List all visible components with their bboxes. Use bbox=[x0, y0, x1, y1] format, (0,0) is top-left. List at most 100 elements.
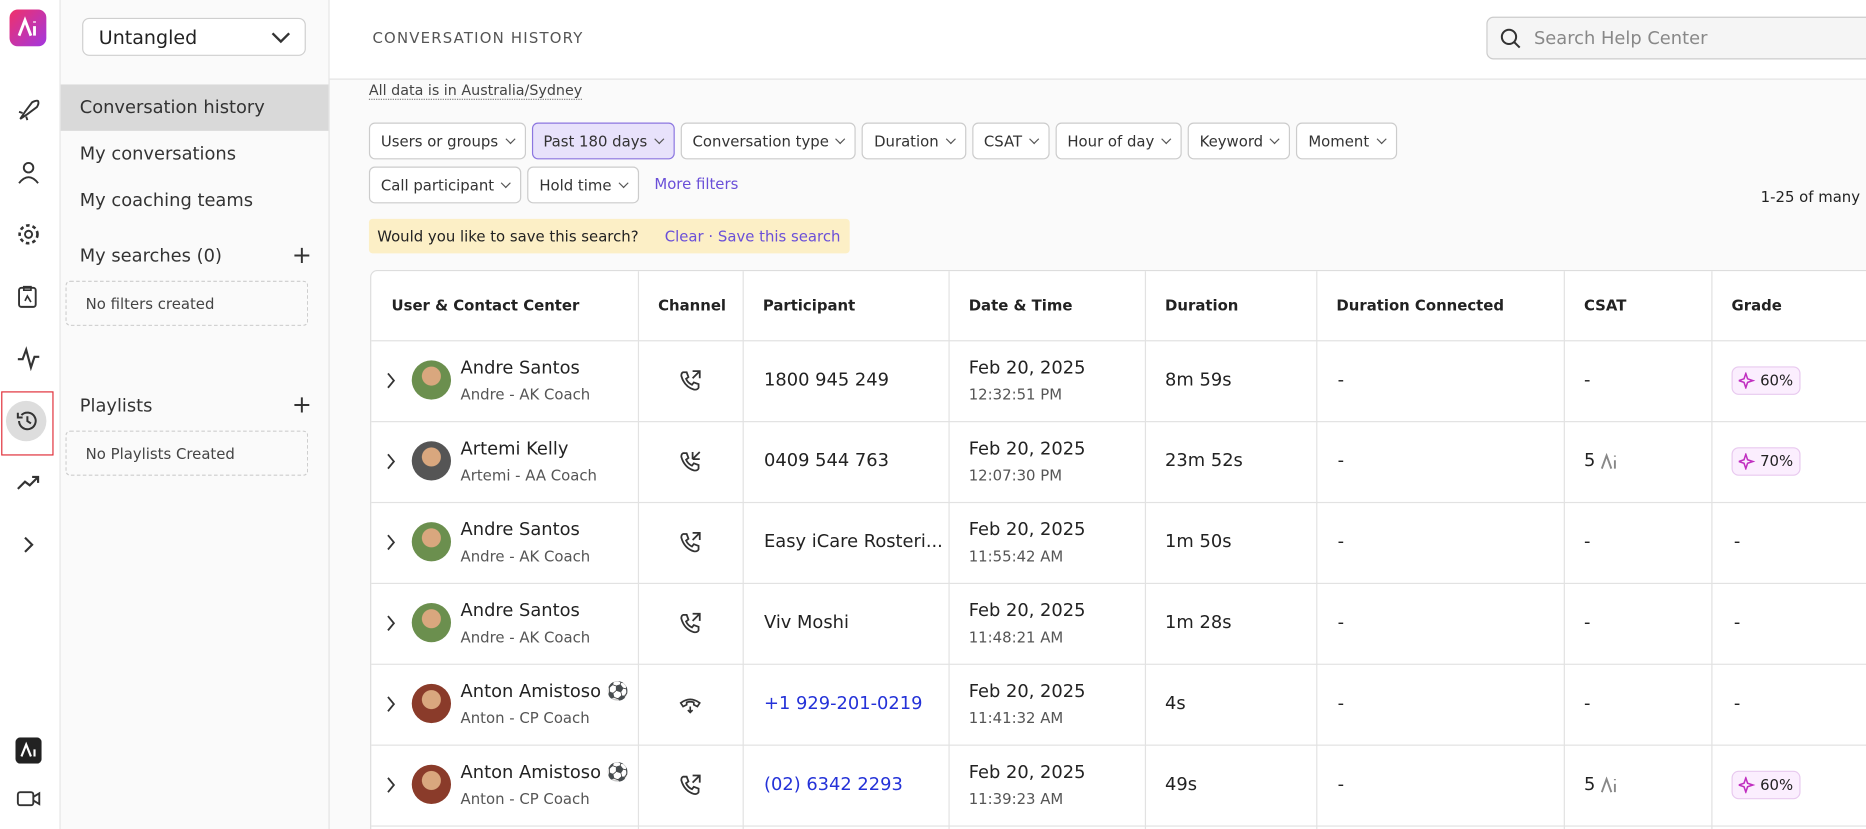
history-icon[interactable] bbox=[14, 408, 40, 434]
expand-row[interactable] bbox=[386, 453, 398, 470]
brand-icon[interactable] bbox=[15, 737, 42, 764]
separator: · bbox=[708, 227, 714, 246]
duration: 1m 28s bbox=[1165, 611, 1232, 633]
avatar bbox=[411, 683, 452, 724]
grade-badge: 70% bbox=[1731, 447, 1801, 476]
duration-connected: - bbox=[1337, 368, 1345, 391]
user-name: Artemi Kelly bbox=[460, 437, 569, 460]
launch-icon[interactable] bbox=[15, 98, 41, 124]
column-divider bbox=[948, 271, 950, 829]
grade: - bbox=[1733, 611, 1741, 633]
duration-connected: - bbox=[1337, 530, 1345, 552]
row-divider bbox=[371, 421, 1866, 423]
table-row[interactable]: Andre Santos Andre - AK Coach Viv Moshi Feb… bbox=[371, 583, 1866, 664]
settings-icon[interactable] bbox=[15, 221, 41, 247]
row-divider bbox=[371, 582, 1866, 584]
column-divider bbox=[1711, 271, 1713, 829]
column-header: Date & Time bbox=[968, 296, 1073, 315]
dropdown-caret bbox=[271, 32, 291, 44]
filter-chip[interactable]: Hold time bbox=[527, 166, 639, 204]
table-row[interactable]: Anton Amistoso ⚽ Anton - CP Coach (02) 634… bbox=[371, 745, 1866, 826]
expand-row[interactable] bbox=[386, 777, 398, 794]
date: Feb 20, 2025 bbox=[968, 680, 1086, 702]
filter-chip[interactable]: Call participant bbox=[368, 166, 522, 204]
filter-chip[interactable]: Moment bbox=[1296, 122, 1397, 160]
column-header: CSAT bbox=[1583, 296, 1627, 315]
date: Feb 20, 2025 bbox=[968, 518, 1086, 540]
clipboard-icon[interactable] bbox=[15, 283, 41, 309]
time: 12:32:51 PM bbox=[968, 385, 1063, 404]
avatar bbox=[411, 360, 452, 400]
row-divider bbox=[371, 744, 1866, 746]
filter-chip[interactable]: Hour of day bbox=[1055, 122, 1182, 160]
table-row[interactable]: Andre Santos Andre - AK Coach 1800 945 249… bbox=[371, 340, 1866, 421]
duration: 49s bbox=[1165, 773, 1198, 795]
search-box[interactable]: Search Help Center bbox=[1486, 16, 1866, 60]
add-playlist[interactable]: + bbox=[291, 390, 312, 419]
filter-chip[interactable]: Users or groups bbox=[368, 122, 526, 160]
expand-row[interactable] bbox=[386, 534, 398, 551]
more-filters[interactable]: More filters bbox=[654, 174, 739, 193]
duration-connected: - bbox=[1337, 692, 1345, 714]
channel-icon bbox=[680, 370, 701, 391]
filter-chip[interactable]: Conversation type bbox=[680, 122, 857, 160]
filter-chip[interactable]: Keyword bbox=[1187, 122, 1291, 160]
table-row[interactable]: Anton Amistoso ⚽ Anton - CP Coach +1 929-2… bbox=[371, 664, 1866, 745]
nav-item[interactable]: Conversation history bbox=[60, 84, 329, 131]
table-row[interactable]: Andre Santos Andre - AK Coach Easy iCare R… bbox=[371, 502, 1866, 583]
expand-icon[interactable] bbox=[15, 532, 41, 558]
filter-chip[interactable]: Past 180 days bbox=[531, 122, 675, 160]
user-name: Andre Santos bbox=[460, 599, 580, 621]
column-divider bbox=[1316, 271, 1318, 829]
trend-icon[interactable] bbox=[15, 470, 41, 496]
avatar bbox=[411, 764, 452, 805]
user-name: Anton Amistoso ⚽ bbox=[460, 761, 629, 783]
column-divider bbox=[637, 271, 640, 829]
playlists-title: Playlists bbox=[79, 394, 153, 417]
user-role: Andre - AK Coach bbox=[460, 547, 591, 565]
filter-chip[interactable]: CSAT bbox=[972, 122, 1050, 160]
activity-icon[interactable] bbox=[15, 345, 41, 372]
save-link[interactable]: Save this search bbox=[717, 227, 841, 246]
expand-row[interactable] bbox=[386, 615, 398, 632]
table-row[interactable]: Artemi Kelly Artemi - AA Coach 0409 544 76… bbox=[371, 421, 1866, 502]
workspace-select[interactable]: Untangled bbox=[82, 17, 306, 56]
filter-chip[interactable]: Duration bbox=[862, 122, 967, 160]
participant[interactable]: +1 929-201-0219 bbox=[764, 692, 923, 714]
video-icon[interactable] bbox=[15, 785, 41, 811]
column-header: Duration bbox=[1165, 296, 1239, 315]
user-role: Anton - CP Coach bbox=[460, 708, 590, 727]
user-role: Andre - AK Coach bbox=[460, 628, 591, 646]
expand-row[interactable] bbox=[386, 696, 398, 713]
participant: 0409 544 763 bbox=[764, 449, 889, 472]
csat: - bbox=[1583, 611, 1591, 633]
channel-icon bbox=[680, 531, 701, 553]
duration-connected: - bbox=[1337, 611, 1345, 633]
column-divider bbox=[1563, 271, 1565, 829]
time: 11:41:32 AM bbox=[968, 708, 1064, 727]
expand-row[interactable] bbox=[386, 372, 398, 389]
user-name: Anton Amistoso ⚽ bbox=[460, 680, 629, 702]
nav-item[interactable]: My coaching teams bbox=[79, 189, 254, 211]
user-icon[interactable] bbox=[15, 159, 41, 185]
duration: 4s bbox=[1165, 692, 1186, 714]
time: 11:39:23 AM bbox=[968, 789, 1064, 808]
ai-sparkle bbox=[1738, 453, 1756, 470]
csat: 5 bbox=[1583, 773, 1596, 795]
nav-item[interactable]: My conversations bbox=[79, 142, 237, 165]
ai-sparkle bbox=[1738, 372, 1756, 389]
user-role: Artemi - AA Coach bbox=[460, 466, 597, 485]
csat: 5 bbox=[1583, 449, 1596, 472]
logo[interactable] bbox=[9, 9, 47, 47]
time: 11:55:42 AM bbox=[968, 547, 1064, 565]
playlists-empty: No Playlists Created bbox=[65, 430, 309, 476]
time: 12:07:30 PM bbox=[968, 466, 1063, 485]
csat: - bbox=[1583, 692, 1591, 714]
row-divider bbox=[371, 663, 1866, 665]
active-marker bbox=[1, 391, 54, 456]
participant[interactable]: (02) 6342 2293 bbox=[764, 773, 903, 795]
add-search[interactable]: + bbox=[291, 240, 312, 269]
clear-link[interactable]: Clear bbox=[664, 227, 704, 246]
ai-sparkle bbox=[1738, 776, 1756, 794]
